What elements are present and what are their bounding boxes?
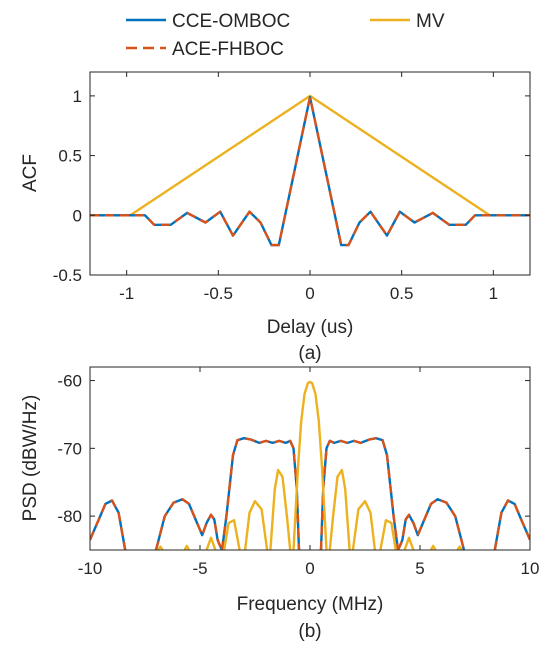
- chart-b-series-1-line-seg-1: [154, 498, 224, 550]
- chart-b-series-1-line-seg-0: [90, 499, 127, 550]
- chart-b-xtick-label: -10: [78, 559, 103, 578]
- chart-a-ylabel: ACF: [20, 154, 41, 192]
- chart-b-series-1-line-seg-5: [493, 499, 530, 550]
- chart-a-series-0-line: [90, 94, 530, 217]
- legend: CCE-OMBOC MV ACE-FHBOC: [126, 11, 445, 60]
- chart-a-ytick-label: 1: [73, 87, 82, 106]
- chart-b-ytick-label: -80: [57, 507, 82, 526]
- chart-b-series-2-line-seg-9: [379, 519, 397, 550]
- chart-b-series-2-line-seg-10: [403, 536, 415, 550]
- chart-b-axes-box: [89, 366, 531, 551]
- chart-a-xtick-label: -0.5: [204, 284, 233, 303]
- legend-label-1: MV: [416, 11, 445, 32]
- chart-b-xlabel: Frequency (MHz): [237, 594, 384, 615]
- chart-b-ytick-label: -70: [57, 439, 82, 458]
- chart-b-series-2-line-seg-0: [157, 545, 164, 550]
- chart-a-series-1-line: [90, 95, 530, 247]
- chart-b-series-2-line-seg-6: [292, 380, 328, 550]
- chart-a-series: [90, 94, 530, 247]
- chart-a-xtick-label: 0: [305, 284, 314, 303]
- chart-b-series-1-line-seg-3: [319, 437, 400, 550]
- chart-b: -10 -5 0 5 10 -80 -70 -60 Frequency (MHz) PSD (…: [20, 366, 539, 642]
- chart-a-ticks: -1 -0.5 0 0.5 1 -0.5 0 0.5 1: [53, 72, 530, 303]
- chart-a-xtick-label: -1: [119, 284, 134, 303]
- chart-b-series-2-line-seg-8: [351, 500, 377, 550]
- chart-a-ytick-label: -0.5: [53, 266, 82, 285]
- chart-b-xtick-label: 10: [521, 559, 540, 578]
- legend-label-2: ACE-FHBOC: [172, 39, 284, 60]
- chart-a-xlabel: Delay (us): [267, 317, 354, 338]
- chart-a-ytick-label: 0.5: [58, 147, 82, 166]
- chart-b-xtick-label: -5: [192, 559, 207, 578]
- chart-b-series-2-line-seg-12: [456, 545, 463, 550]
- chart-b-xtick-label: 5: [415, 559, 424, 578]
- chart-b-series: [90, 380, 530, 550]
- chart-b-ytick-label: -60: [57, 372, 82, 391]
- chart-b-ticks: -10 -5 0 5 10 -80 -70 -60: [57, 367, 539, 578]
- chart-b-series-2-line-seg-7: [328, 468, 351, 550]
- chart-b-series-1-line-seg-2: [220, 437, 301, 550]
- chart-a: -1 -0.5 0 0.5 1 -0.5 0 0.5 1 Delay (us) ACF (a): [20, 71, 531, 364]
- chart-a-series-2-line: [90, 95, 530, 247]
- chart-a-xtick-label: 0.5: [390, 284, 414, 303]
- chart-b-series-2-line-seg-1: [183, 544, 191, 550]
- chart-b-xtick-label: 0: [305, 559, 314, 578]
- chart-b-series-2-line-seg-3: [223, 519, 241, 550]
- legend-label-0: CCE-OMBOC: [172, 11, 290, 32]
- chart-b-series-1-line-seg-4: [396, 498, 466, 550]
- chart-b-series-2-line-seg-4: [243, 500, 269, 550]
- chart-b-ylabel: PSD (dBW/Hz): [20, 395, 41, 522]
- chart-b-series-2-line-seg-11: [429, 544, 437, 550]
- chart-b-series-2-line-seg-2: [205, 536, 217, 550]
- chart-a-caption: (a): [298, 343, 321, 364]
- chart-b-series-2-line-seg-5: [269, 468, 292, 550]
- chart-a-ytick-label: 0: [73, 206, 82, 225]
- chart-a-xtick-label: 1: [489, 284, 498, 303]
- chart-b-caption: (b): [298, 621, 321, 642]
